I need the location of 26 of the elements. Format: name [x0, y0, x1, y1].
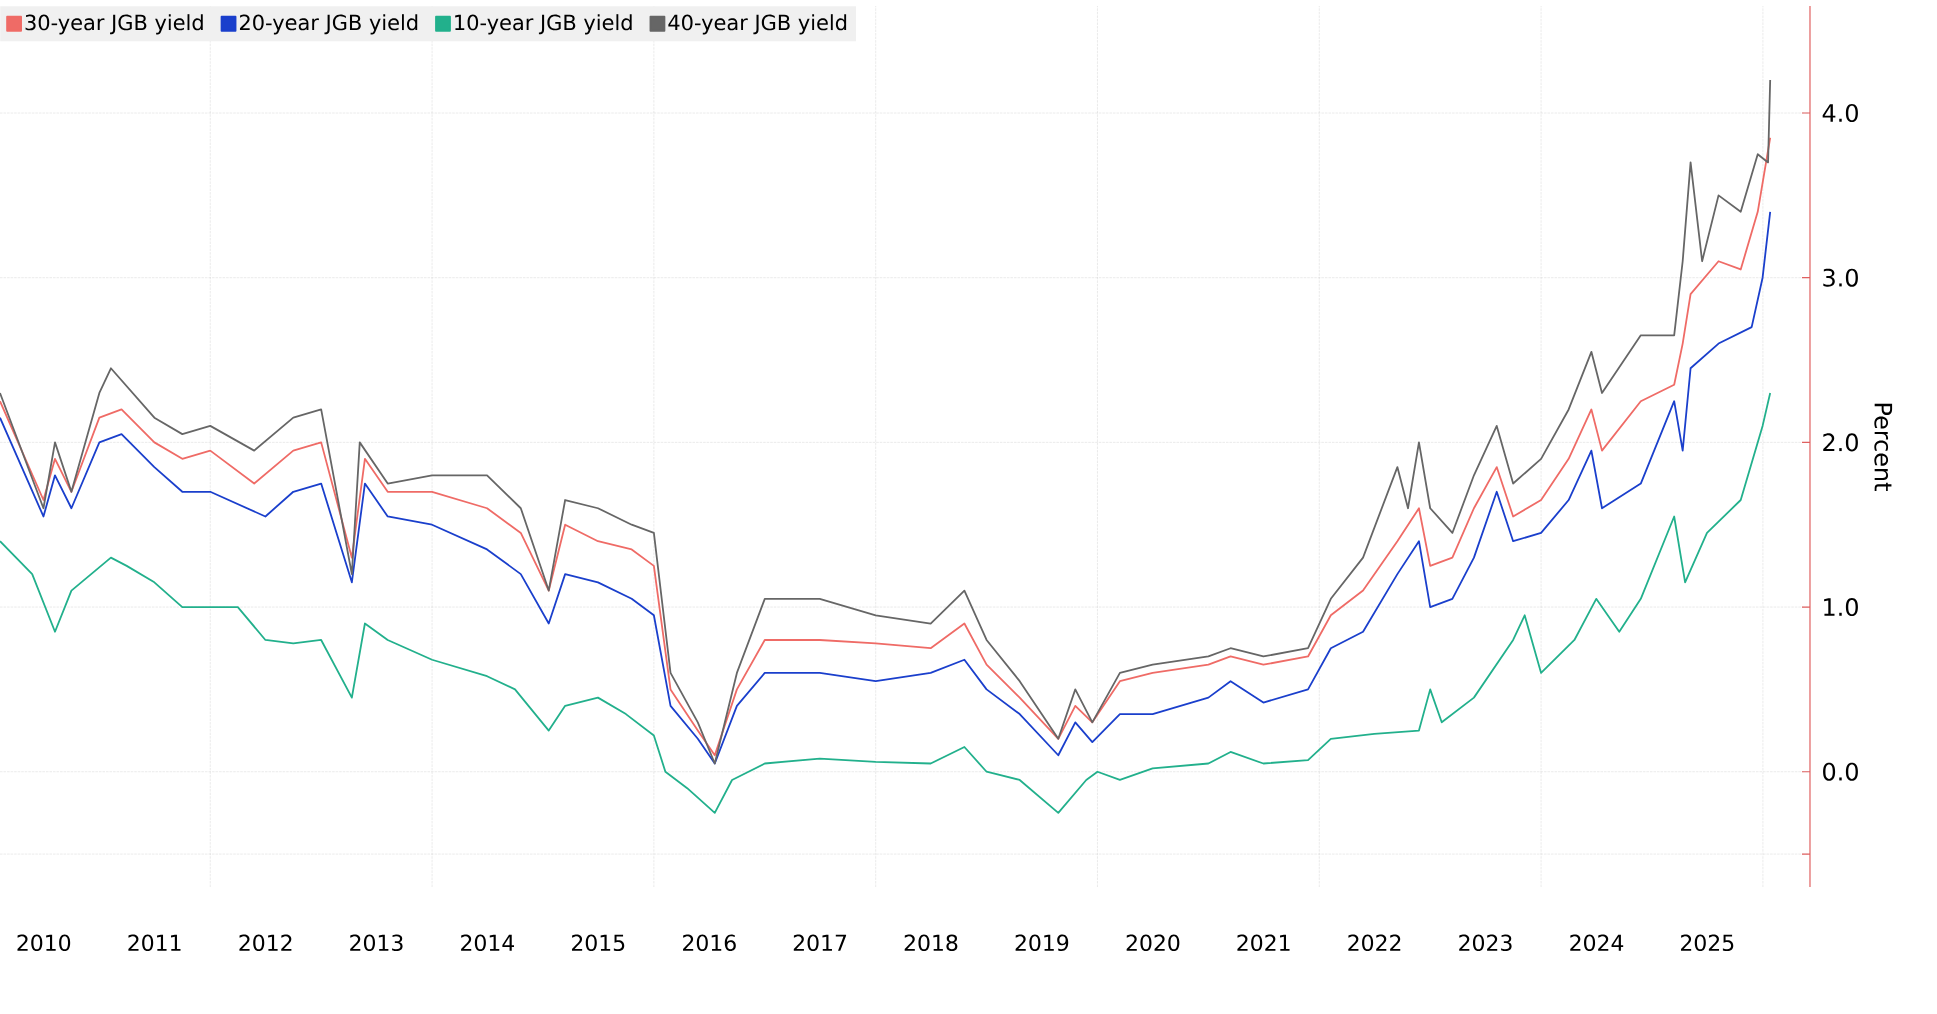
y-tick-label: 0.0 — [1823, 762, 1858, 781]
x-tick-label: 2013 — [350, 934, 403, 952]
x-tick-label: 2019 — [1015, 934, 1069, 952]
x-tick-label: 2017 — [793, 934, 847, 952]
x-tick-label: 2021 — [1237, 934, 1290, 952]
y-axis-title: Percent — [1874, 403, 1893, 491]
x-tick-label: 2022 — [1348, 934, 1401, 952]
legend-label: 10-year JGB yield — [455, 14, 632, 35]
x-tick-label: 2018 — [904, 934, 958, 952]
y-tick-label: 2.0 — [1823, 433, 1858, 452]
x-tick-label: 2010 — [17, 934, 71, 952]
y-tick-label: 1.0 — [1824, 598, 1858, 617]
legend-label: 40-year JGB yield — [668, 14, 847, 35]
x-tick-label: 2023 — [1459, 934, 1512, 952]
legend-label: 30-year JGB yield — [25, 14, 203, 35]
x-tick-label: 2011 — [128, 934, 181, 952]
x-tick-label: 2016 — [683, 934, 736, 952]
x-tick-label: 2020 — [1126, 934, 1180, 952]
legend-label: 20-year JGB yield — [239, 14, 418, 35]
x-tick-label: 2015 — [571, 934, 625, 952]
x-tick-label: 2025 — [1681, 934, 1734, 952]
x-tick-label: 2012 — [239, 934, 292, 952]
x-tick-label: 2024 — [1570, 934, 1624, 952]
y-tick-label: 4.0 — [1822, 103, 1858, 123]
y-tick-label: 3.0 — [1823, 268, 1858, 287]
x-tick-label: 2014 — [461, 934, 515, 952]
